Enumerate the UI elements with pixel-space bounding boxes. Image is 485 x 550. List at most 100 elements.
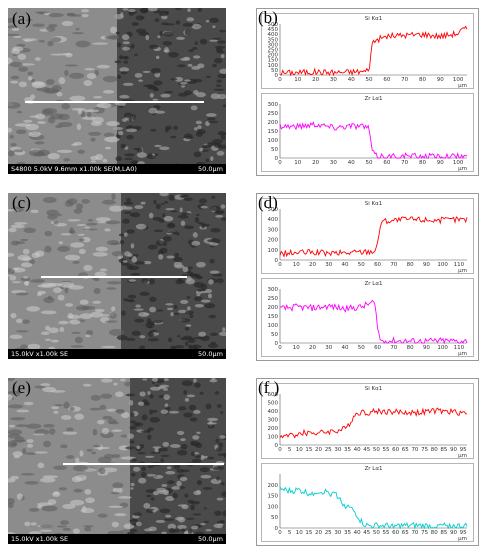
sem-pore bbox=[222, 327, 226, 332]
y-tick-label: 100 bbox=[268, 435, 279, 441]
sem-grain bbox=[63, 401, 70, 409]
sem-pore bbox=[123, 232, 128, 237]
sem-grain bbox=[12, 35, 22, 38]
sem-grain bbox=[20, 262, 33, 268]
sem-grain bbox=[14, 221, 28, 225]
sem-pore bbox=[135, 521, 142, 527]
x-tick-label: 40 bbox=[348, 77, 355, 83]
sem-grain bbox=[83, 228, 98, 231]
sem-pore bbox=[164, 47, 169, 53]
sem-pore bbox=[124, 157, 134, 161]
sem-pore bbox=[184, 493, 189, 498]
sem-pore bbox=[159, 146, 170, 151]
sem-grain bbox=[32, 23, 45, 27]
sem-pore bbox=[159, 247, 168, 254]
sem-grain bbox=[58, 241, 64, 245]
sem-pore bbox=[213, 88, 225, 91]
sem-pore bbox=[216, 476, 220, 481]
series-line bbox=[279, 25, 468, 77]
sem-grain bbox=[60, 233, 72, 236]
sem-grain bbox=[53, 410, 59, 414]
sem-grain bbox=[59, 326, 65, 332]
sem-pore bbox=[152, 490, 159, 496]
y-tick-label: 400 bbox=[268, 409, 279, 415]
sem-pore bbox=[188, 49, 194, 53]
sem-pore bbox=[173, 312, 179, 316]
sem-grain bbox=[78, 248, 86, 255]
sem-pore bbox=[155, 55, 160, 60]
sem-grain bbox=[76, 203, 84, 210]
sem-grain bbox=[42, 197, 57, 204]
sem-pore bbox=[149, 409, 154, 415]
sem-pore bbox=[152, 98, 159, 101]
sem-pore bbox=[176, 64, 186, 68]
sem-pore bbox=[183, 197, 193, 202]
sem-grain bbox=[29, 115, 40, 118]
sem-grain bbox=[101, 427, 110, 435]
sem-grain bbox=[109, 205, 124, 212]
sem-pore bbox=[183, 56, 190, 61]
sem-grain bbox=[81, 505, 87, 513]
x-tick-label: 85 bbox=[440, 530, 447, 536]
sem-grain bbox=[96, 221, 108, 224]
sem-pore bbox=[217, 131, 226, 136]
sem-grain bbox=[41, 505, 58, 512]
sem-pore bbox=[193, 55, 201, 59]
sem-pore bbox=[217, 73, 226, 79]
sem-pore bbox=[129, 160, 138, 165]
sem-grain bbox=[30, 279, 45, 283]
sem-pore bbox=[129, 213, 136, 217]
sem-pore bbox=[150, 128, 157, 132]
y-tick-label: 100 bbox=[268, 248, 279, 254]
sem-pore bbox=[125, 337, 136, 341]
sem-grain bbox=[65, 303, 74, 307]
sem-pore bbox=[220, 481, 225, 486]
sem-pore bbox=[200, 523, 206, 526]
sem-pore bbox=[178, 309, 187, 314]
sem-pore bbox=[184, 310, 194, 315]
sem-grain bbox=[56, 525, 68, 528]
sem-grain bbox=[12, 451, 23, 457]
sem-pore bbox=[162, 235, 172, 242]
sem-pore bbox=[208, 279, 214, 285]
sem-pore bbox=[159, 508, 171, 514]
x-tick-label: 70 bbox=[390, 262, 397, 268]
sem-pore bbox=[123, 298, 129, 302]
sem-pore bbox=[120, 143, 127, 149]
y-tick-label: 300 bbox=[268, 42, 279, 48]
sem-grain bbox=[84, 526, 92, 532]
sem-grain bbox=[70, 242, 85, 248]
sem-pore bbox=[222, 510, 226, 517]
sem-grain bbox=[108, 421, 120, 425]
sem-pore bbox=[205, 19, 210, 23]
sem-pore bbox=[133, 308, 144, 311]
eds-chart-si: Si Kα1 0 100 200 300 400 500 600 0 5 10 15 20 25 30 35 4… bbox=[261, 383, 474, 459]
sem-grain bbox=[15, 129, 27, 135]
sem-pore bbox=[117, 130, 124, 136]
sem-pore bbox=[208, 120, 219, 124]
sem-grain bbox=[100, 314, 111, 317]
x-tick-label: 70 bbox=[401, 77, 408, 83]
sem-pore bbox=[221, 217, 226, 221]
sem-pore bbox=[177, 504, 187, 507]
eds-chart-si: Si Kα1 0 50 100 150 200 250 300 350 400 450 500 0 10 2… bbox=[261, 13, 474, 89]
sem-pore bbox=[219, 434, 226, 439]
sem-grain bbox=[67, 314, 81, 319]
sem-pore bbox=[190, 105, 198, 111]
sem-grain bbox=[124, 381, 132, 387]
sem-grain bbox=[78, 238, 85, 242]
sem-grain bbox=[77, 149, 86, 154]
sem-pore bbox=[121, 261, 130, 266]
sem-pore bbox=[120, 12, 124, 18]
y-tick-label: 150 bbox=[268, 314, 279, 320]
sem-grain bbox=[71, 143, 78, 147]
sem-pore bbox=[187, 338, 196, 344]
sem-grain bbox=[24, 39, 33, 43]
eds-chart-zr: Zr Lα1 0 50 100 150 200 250 300 0 10 20 30 40 50 60 70 8… bbox=[261, 278, 474, 357]
sem-pore bbox=[187, 266, 193, 270]
sem-pore bbox=[208, 314, 217, 319]
sem-pore bbox=[124, 153, 135, 157]
sem-grain bbox=[85, 329, 94, 336]
sem-pore bbox=[196, 431, 201, 434]
sem-pore bbox=[131, 330, 141, 336]
